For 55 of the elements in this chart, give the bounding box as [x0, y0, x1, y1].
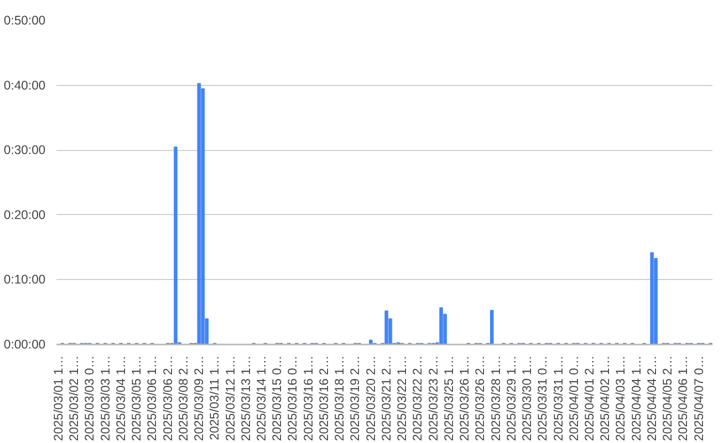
- x-tick-label: 2025/03/31 0…: [536, 355, 550, 441]
- x-tick-label: 2025/04/02 1…: [598, 355, 612, 441]
- x-tick-label: 2025/03/26 1…: [458, 355, 472, 441]
- x-tick-label: 2025/04/05 2…: [660, 355, 675, 441]
- y-tick-label: 0:50:00: [4, 14, 46, 28]
- x-tick-label: 2025/03/14 1…: [254, 355, 268, 441]
- x-tick-label: 2025/03/04 1…: [114, 355, 128, 441]
- bar: [369, 340, 373, 344]
- x-tick-label: 2025/04/06 1…: [676, 355, 690, 441]
- x-tick-label: 2025/03/29 1…: [504, 355, 518, 441]
- x-tick-label: 2025/03/08 2…: [176, 355, 190, 441]
- x-tick-label: 2025/03/03 0…: [82, 355, 97, 441]
- x-tick-label: 2025/04/07 0…: [692, 355, 706, 441]
- bar: [490, 310, 494, 344]
- x-tick-label: 2025/03/06 2…: [160, 355, 175, 441]
- x-tick-label: 2025/03/18 1…: [332, 355, 347, 441]
- x-tick-label: 2025/03/28 1…: [488, 355, 503, 441]
- x-tick-label: 2025/03/22 2…: [410, 355, 425, 441]
- x-tick-label: 2025/04/04 1…: [629, 355, 644, 441]
- y-tick-label: 0:10:00: [4, 272, 46, 287]
- bar: [197, 83, 201, 344]
- x-tick-label: 2025/03/12 1…: [223, 355, 238, 441]
- x-tick-label: 2025/04/01 0…: [566, 355, 581, 441]
- x-tick-label: 2025/03/02 1…: [67, 355, 82, 441]
- x-tick-label: 2025/03/01 1…: [51, 355, 66, 441]
- x-tick-label: 2025/03/16 0…: [286, 355, 300, 441]
- x-tick-label: 2025/04/03 1…: [614, 355, 628, 441]
- x-tick-label: 2025/03/31 1…: [551, 355, 566, 441]
- x-tick-label: 2025/03/22 1…: [395, 355, 410, 441]
- y-tick-label: 0:30:00: [4, 143, 46, 158]
- x-tick-label: 2025/03/13 1…: [238, 355, 253, 441]
- x-tick-label: 2025/03/30 1…: [520, 355, 534, 441]
- x-tick-label: 2025/03/09 2…: [192, 355, 206, 441]
- x-tick-label: 2025/03/16 2…: [316, 355, 331, 441]
- y-tick-label: 0:20:00: [4, 208, 46, 222]
- x-tick-label: 2025/03/19 2…: [348, 355, 362, 441]
- y-tick-label: 0:40:00: [4, 78, 46, 92]
- x-tick-label: 2025/03/20 2…: [364, 355, 378, 441]
- bar: [650, 252, 654, 344]
- x-tick-label: 2025/04/01 2…: [582, 355, 596, 441]
- x-tick-label: 2025/03/23 2…: [426, 355, 440, 441]
- x-tick-label: 2025/03/05 1…: [130, 355, 144, 441]
- x-tick-label: 2025/03/25 1…: [442, 355, 456, 441]
- x-tick-label: 2025/03/16 1…: [301, 355, 316, 441]
- bar: [174, 146, 178, 344]
- x-tick-label: 2025/03/26 2…: [473, 355, 488, 441]
- x-tick-label: 2025/04/04 2…: [644, 355, 659, 441]
- x-tick-label: 2025/03/03 1…: [98, 355, 112, 441]
- x-tick-label: 2025/03/21 2…: [379, 355, 394, 441]
- bar: [384, 310, 388, 344]
- y-tick-label: 0:00:00: [4, 338, 46, 352]
- x-tick-label: 2025/03/11 1…: [208, 355, 222, 440]
- x-tick-label: 2025/03/15 0…: [270, 355, 284, 441]
- bar: [439, 307, 443, 344]
- x-tick-label: 2025/03/06 1…: [145, 355, 160, 441]
